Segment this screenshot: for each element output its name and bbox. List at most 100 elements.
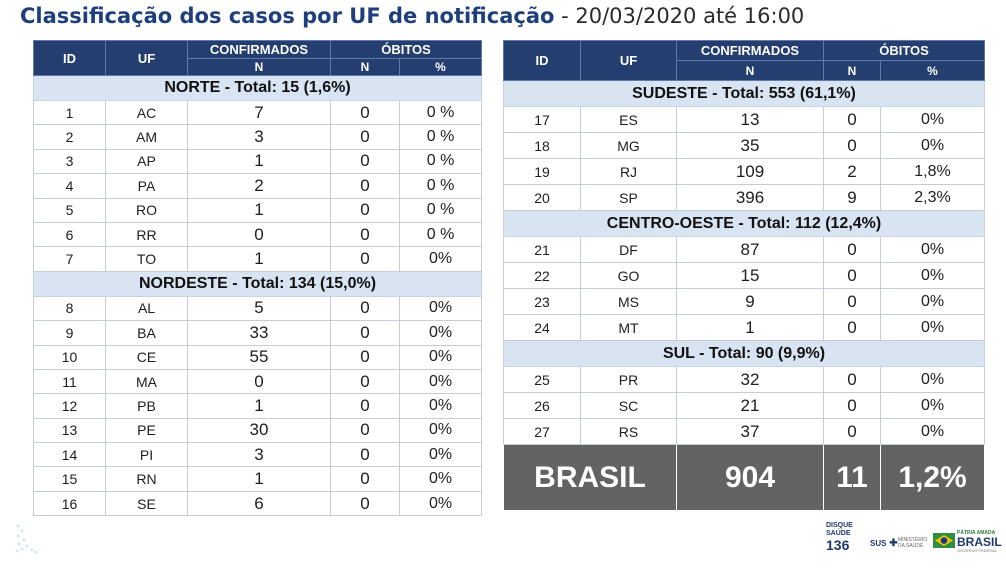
cell-confirmados: 21 (676, 392, 824, 419)
left-table-body: NORTE - Total: 15 (1,6%) 1 AC 7 0 0 % 2 AM 3 0 0 %… (32, 75, 483, 517)
cell-obitos-pct: 0% (879, 132, 986, 159)
table-row: 22 GO 15 0 0% (503, 262, 986, 289)
cell-uf: RS (580, 418, 677, 445)
cell-obitos: 2 (823, 158, 881, 185)
cell-obitos: 0 (330, 295, 400, 322)
table-row: 15 RN 1 0 0% (33, 466, 483, 492)
cell-confirmados: 0 (187, 368, 331, 395)
cell-obitos-pct: 0% (398, 417, 483, 444)
cell-confirmados: 37 (676, 418, 824, 445)
header-obitos: ÓBITOS (822, 40, 986, 61)
cell-id: 19 (503, 158, 581, 185)
cell-uf: MS (580, 288, 677, 315)
saude-label: SAÚDE (826, 530, 851, 537)
cell-confirmados: 396 (676, 184, 824, 211)
cell-obitos: 0 (823, 288, 881, 315)
table-row: 18 MG 35 0 0% (503, 132, 986, 159)
region-title: CENTRO-OESTE - Total: 112 (12,4%) (502, 210, 986, 237)
cell-confirmados: 15 (676, 262, 824, 289)
cell-obitos: 9 (823, 184, 881, 211)
cell-obitos-pct: 0% (398, 490, 483, 517)
cell-id: 15 (33, 466, 106, 492)
header-id: ID (503, 40, 581, 81)
patria-amada-label: PÁTRIA AMADA (957, 530, 996, 536)
cell-confirmados: 7 (187, 99, 331, 126)
cell-obitos: 0 (823, 262, 881, 289)
sus-logo: SUS ✚ (870, 538, 898, 549)
cell-obitos-pct: 0 % (398, 221, 483, 248)
cell-id: 17 (503, 106, 581, 133)
cell-obitos: 0 (330, 466, 400, 492)
cell-uf: PA (105, 173, 188, 199)
cell-obitos: 0 (823, 132, 881, 159)
cell-uf: PR (580, 366, 677, 393)
table-row: 5 RO 1 0 0 % (33, 197, 483, 223)
region-header: NORTE - Total: 15 (1,6%) (32, 75, 483, 101)
governo-federal-logo: PÁTRIA AMADA BRASIL GOVERNO FEDERAL (957, 530, 1003, 560)
cell-uf: BA (105, 320, 188, 346)
cell-confirmados: 6 (187, 490, 331, 517)
table-row: 23 MS 9 0 0% (503, 288, 986, 315)
cell-obitos: 0 (330, 197, 400, 223)
cell-obitos-pct: 0 % (398, 148, 483, 175)
cell-confirmados: 35 (676, 132, 824, 159)
cell-confirmados: 109 (676, 158, 824, 185)
cell-id: 20 (503, 184, 581, 211)
cell-confirmados: 87 (676, 236, 824, 263)
cell-id: 11 (33, 368, 106, 395)
cell-id: 12 (33, 393, 106, 419)
header-uf: UF (105, 40, 188, 76)
cell-uf: AL (105, 295, 188, 322)
header-confirmados-n: N (187, 58, 331, 76)
cell-id: 26 (503, 392, 581, 419)
cell-confirmados: 13 (676, 106, 824, 133)
total-confirmados: 904 (676, 444, 824, 511)
header-confirmados: CONFIRMADOS (676, 40, 824, 61)
cell-obitos-pct: 0% (879, 262, 986, 289)
table-row: 9 BA 33 0 0% (33, 320, 483, 346)
cell-id: 24 (503, 314, 581, 341)
cell-confirmados: 1 (187, 148, 331, 175)
cell-obitos: 0 (330, 368, 400, 395)
cell-obitos: 0 (823, 392, 881, 419)
title-main: Classificação dos casos por UF de notifi… (20, 4, 555, 28)
header-confirmados-n: N (676, 60, 824, 81)
cell-obitos-pct: 0% (398, 368, 483, 395)
cell-obitos-pct: 0 % (398, 124, 483, 150)
cell-obitos-pct: 0% (398, 344, 483, 370)
region-header: SUDESTE - Total: 553 (61,1%) (502, 80, 986, 107)
title-date: - 20/03/2020 até 16:00 (561, 4, 805, 28)
cell-confirmados: 33 (187, 320, 331, 346)
cell-id: 22 (503, 262, 581, 289)
cell-uf: AC (105, 99, 188, 126)
cell-id: 13 (33, 417, 106, 444)
region-title: NORDESTE - Total: 134 (15,0%) (32, 270, 483, 297)
cell-obitos-pct: 0% (879, 236, 986, 263)
cell-obitos: 0 (823, 418, 881, 445)
right-table-body: SUDESTE - Total: 553 (61,1%) 17 ES 13 0 0% 18 M… (502, 80, 986, 445)
cell-obitos-pct: 0% (879, 288, 986, 315)
cell-obitos: 0 (330, 148, 400, 175)
cell-confirmados: 1 (187, 466, 331, 492)
cell-confirmados: 2 (187, 173, 331, 199)
cell-uf: TO (105, 246, 188, 272)
table-row: 3 AP 1 0 0 % (33, 148, 483, 175)
table-row: 20 SP 396 9 2,3% (503, 184, 986, 211)
cell-obitos-pct: 0% (879, 106, 986, 133)
cell-uf: MT (580, 314, 677, 341)
cell-obitos: 0 (330, 320, 400, 346)
header-confirmados: CONFIRMADOS (187, 40, 331, 59)
table-row: 21 DF 87 0 0% (503, 236, 986, 263)
cell-obitos: 0 (330, 173, 400, 199)
disque-label: DISQUE (826, 522, 853, 529)
cell-obitos: 0 (330, 393, 400, 419)
region-header: NORDESTE - Total: 134 (15,0%) (32, 270, 483, 297)
cell-confirmados: 1 (187, 197, 331, 223)
table-row: 17 ES 13 0 0% (503, 106, 986, 133)
cell-obitos: 0 (823, 236, 881, 263)
cell-obitos: 0 (330, 99, 400, 126)
cell-confirmados: 32 (676, 366, 824, 393)
cell-obitos: 0 (330, 221, 400, 248)
disque-number: 136 (826, 537, 850, 553)
cell-id: 9 (33, 320, 106, 346)
